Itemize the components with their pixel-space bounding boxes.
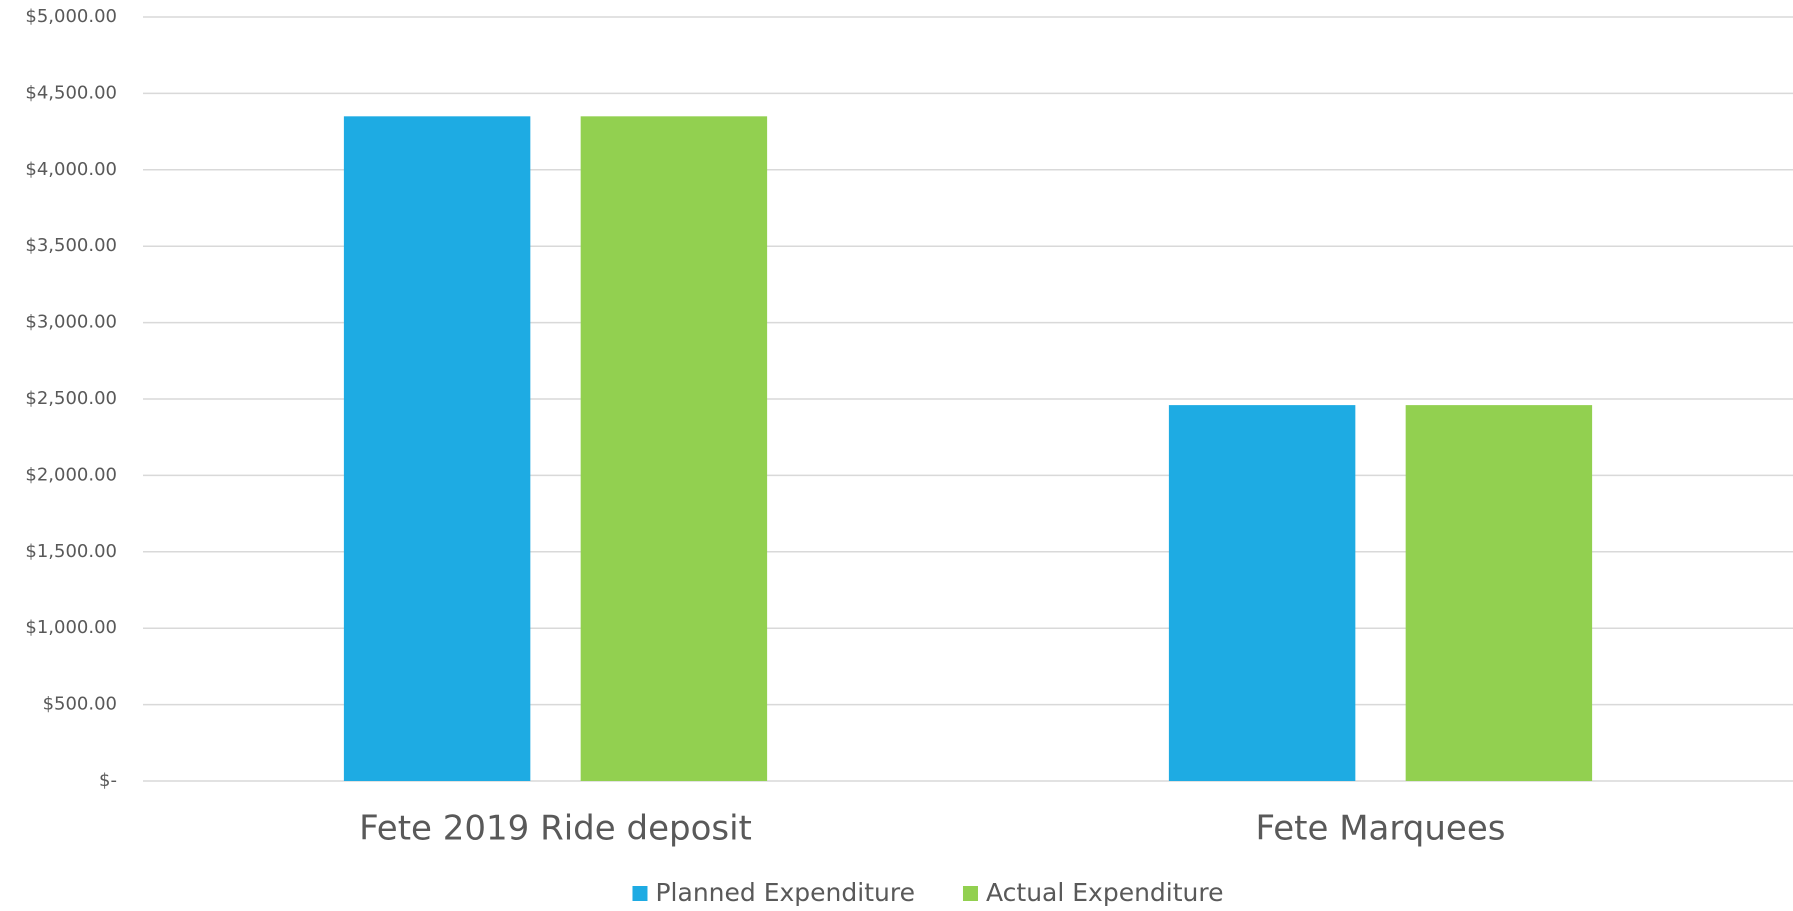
bar	[1405, 405, 1593, 781]
legend-swatch	[632, 886, 648, 901]
y-tick-label: $1,000.00	[25, 617, 117, 638]
y-tick-label: $2,500.00	[25, 388, 117, 409]
y-tick-label: $4,500.00	[25, 82, 117, 103]
y-tick-label: $1,500.00	[25, 541, 117, 562]
y-tick-label: $3,000.00	[25, 312, 117, 333]
y-tick-label: $2,000.00	[25, 464, 117, 485]
bar	[343, 116, 531, 781]
x-tick-label: Fete Marquees	[1256, 809, 1506, 849]
y-tick-label: $4,000.00	[25, 159, 117, 180]
y-tick-label: $5,000.00	[25, 6, 117, 27]
legend-label: Planned Expenditure	[655, 878, 915, 907]
x-tick-label: Fete 2019 Ride deposit	[359, 809, 752, 849]
y-tick-label: $500.00	[43, 694, 117, 715]
y-tick-label: $3,500.00	[25, 235, 117, 256]
bar	[1168, 405, 1356, 781]
y-tick-label: $-	[99, 770, 117, 791]
legend-label: Actual Expenditure	[986, 878, 1224, 907]
bar	[580, 116, 768, 781]
legend-swatch	[962, 886, 978, 901]
